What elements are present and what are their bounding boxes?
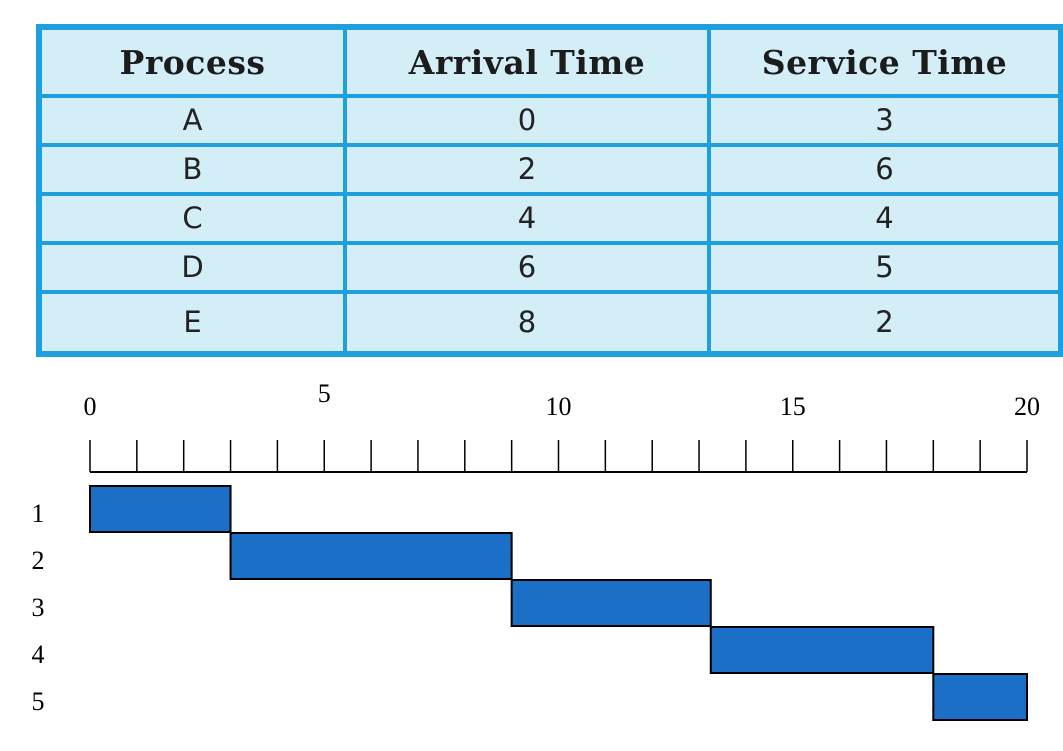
row-label: 3: [32, 593, 45, 622]
gantt-bar: [89, 485, 232, 533]
row-label: 5: [32, 687, 45, 716]
service-time-cell: 3: [707, 94, 1063, 147]
arrival-time-cell: 0: [343, 94, 711, 147]
table-row: A 0 3: [37, 94, 1063, 147]
table-row: E 8 2: [37, 289, 1063, 357]
header-process: Process: [37, 25, 347, 98]
tick-label: 10: [546, 392, 572, 421]
tick-label: 0: [84, 392, 97, 421]
row-label: 2: [32, 546, 45, 575]
process-cell: B: [37, 142, 347, 196]
process-table: Process Arrival Time Service Time A 0 3 …: [36, 24, 1063, 357]
process-cell: E: [37, 289, 347, 357]
service-time-cell: 4: [707, 191, 1063, 245]
header-service-time: Service Time: [707, 25, 1063, 98]
gantt-chart: 0 5 10 15 20 1 2 3 4 5: [32, 379, 1040, 721]
arrival-time-cell: 2: [343, 142, 711, 196]
arrival-time-cell: 4: [343, 191, 711, 245]
arrival-time-cell: 8: [343, 289, 711, 357]
service-time-cell: 2: [707, 289, 1063, 357]
service-time-cell: 5: [707, 240, 1063, 294]
gantt-bar: [510, 579, 712, 627]
process-cell: D: [37, 240, 347, 294]
tick-label: 15: [780, 392, 806, 421]
gantt-bar: [229, 532, 513, 580]
process-cell: C: [37, 191, 347, 245]
table-row: B 2 6: [37, 142, 1063, 196]
gantt-bar: [932, 673, 1028, 721]
tick-label: 20: [1014, 392, 1040, 421]
table-header-row: Process Arrival Time Service Time: [37, 25, 1063, 98]
row-label: 1: [32, 499, 45, 528]
gantt-bar: [709, 626, 935, 674]
row-label: 4: [32, 640, 45, 669]
table-row: D 6 5: [37, 240, 1063, 294]
table-row: C 4 4: [37, 191, 1063, 245]
header-arrival-time: Arrival Time: [343, 25, 711, 98]
process-cell: A: [37, 94, 347, 147]
tick-label: 5: [318, 379, 331, 408]
service-time-cell: 6: [707, 142, 1063, 196]
arrival-time-cell: 6: [343, 240, 711, 294]
